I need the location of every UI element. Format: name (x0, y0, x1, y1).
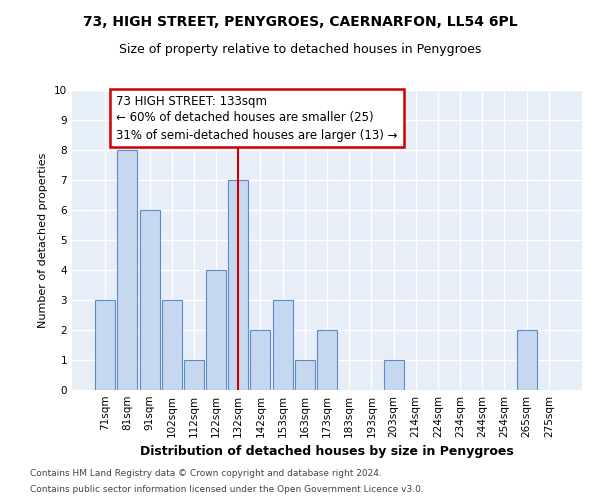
Bar (295, 360, 315, 390)
Bar (140, 210, 160, 390)
Bar (317, 330, 337, 390)
Bar (184, 360, 204, 390)
Bar (95, 300, 115, 390)
Y-axis label: Number of detached properties: Number of detached properties (38, 152, 49, 328)
Bar (250, 330, 271, 390)
Bar (206, 270, 226, 390)
Bar (228, 180, 248, 390)
Bar (162, 300, 182, 390)
Text: Contains HM Land Registry data © Crown copyright and database right 2024.: Contains HM Land Registry data © Crown c… (30, 468, 382, 477)
Text: 73, HIGH STREET, PENYGROES, CAERNARFON, LL54 6PL: 73, HIGH STREET, PENYGROES, CAERNARFON, … (83, 15, 517, 29)
Bar (118, 150, 137, 390)
Text: Size of property relative to detached houses in Penygroes: Size of property relative to detached ho… (119, 42, 481, 56)
Bar (383, 360, 404, 390)
Text: Contains public sector information licensed under the Open Government Licence v3: Contains public sector information licen… (30, 485, 424, 494)
Text: 73 HIGH STREET: 133sqm
← 60% of detached houses are smaller (25)
31% of semi-det: 73 HIGH STREET: 133sqm ← 60% of detached… (116, 94, 398, 142)
Bar (517, 330, 536, 390)
X-axis label: Distribution of detached houses by size in Penygroes: Distribution of detached houses by size … (140, 446, 514, 458)
Bar (272, 300, 293, 390)
